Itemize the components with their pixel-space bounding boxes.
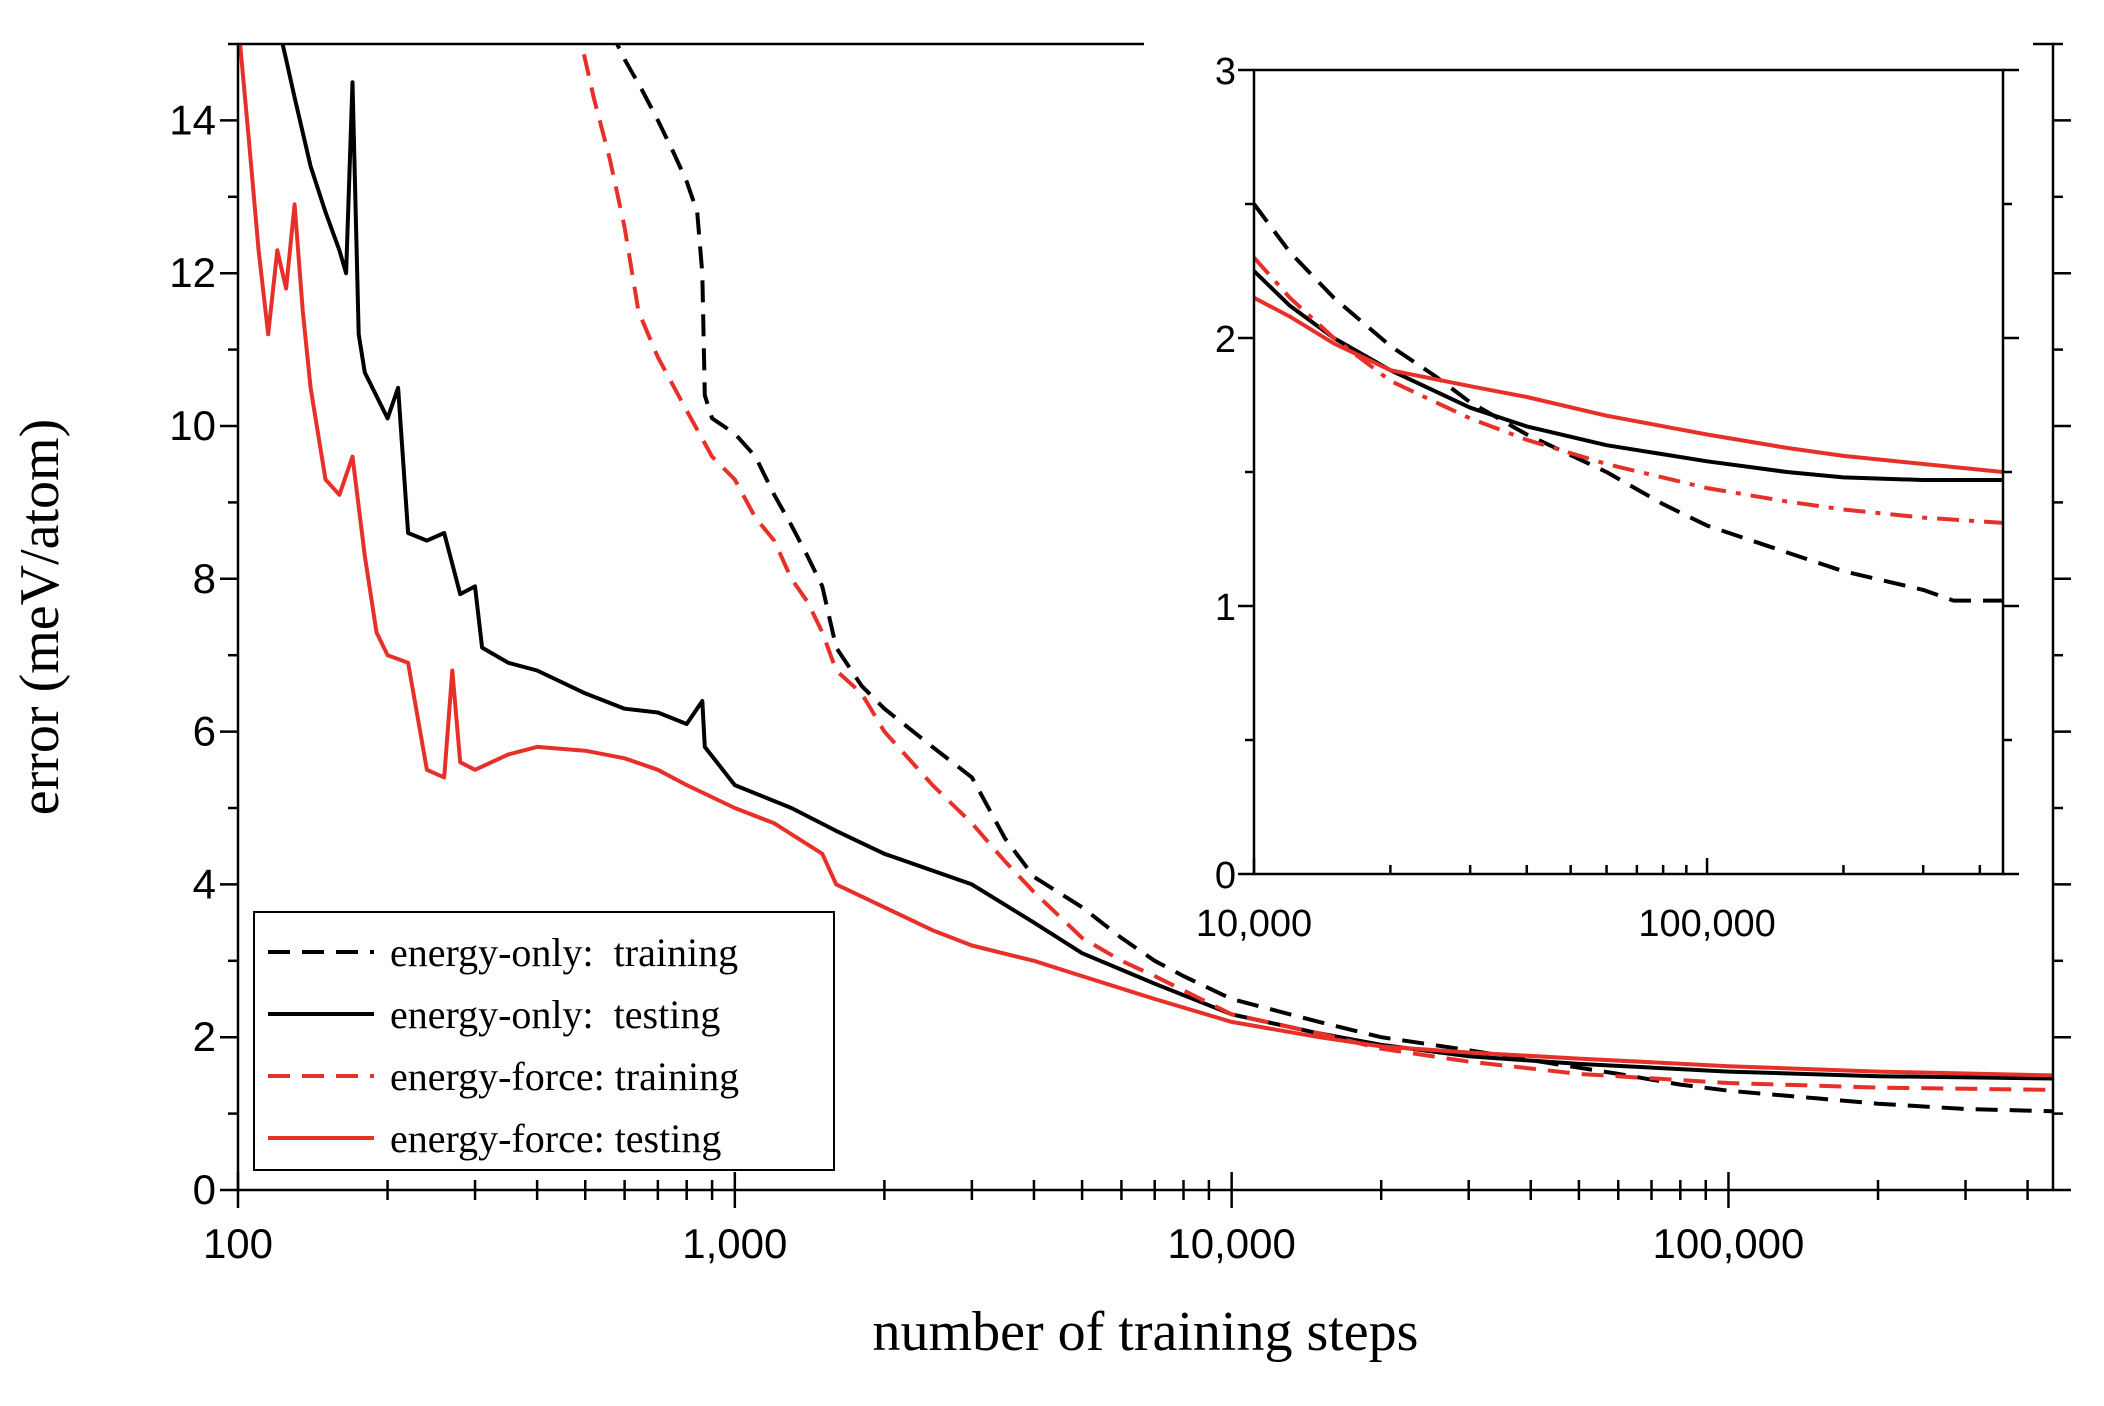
legend-label-1: energy-only: testing — [390, 992, 720, 1037]
series-group — [1254, 202, 2003, 603]
x-tick-label: 100,000 — [1638, 903, 1775, 945]
series-line-1 — [280, 44, 2053, 1081]
inset-plot: 10,000 100,000 0 1 2 3 — [1144, 30, 2033, 945]
y-tick-label: 2 — [193, 1013, 216, 1060]
series-group — [238, 44, 2053, 1114]
series-line-2 — [1254, 256, 2003, 525]
series-line-2 — [579, 44, 2053, 1092]
y-tick-label: 4 — [193, 860, 216, 907]
x-tick-label: 1,000 — [682, 1220, 787, 1267]
legend-label-2: energy-force: training — [390, 1054, 739, 1099]
x-axis-title: number of training steps — [873, 1301, 1419, 1363]
x-tick-label: 100,000 — [1653, 1220, 1805, 1267]
y-tick-label: 0 — [193, 1166, 216, 1213]
ticks — [1238, 68, 2019, 876]
y-axis-title: error (meV/atom) — [9, 419, 71, 815]
legend: energy-only: training energy-only: testin… — [253, 911, 835, 1171]
x-tick-label: 10,000 — [1196, 903, 1312, 945]
series-line-3 — [238, 44, 2053, 1078]
series-line-3 — [1254, 296, 2003, 474]
y-tick-label: 14 — [169, 96, 216, 143]
x-tick-label: 100 — [203, 1220, 273, 1267]
y-tick-label: 10 — [169, 402, 216, 449]
y-tick-label: 6 — [193, 708, 216, 755]
series-line-0 — [1254, 202, 2003, 603]
y-tick-label: 2 — [1215, 319, 1236, 361]
inset-background — [1144, 30, 2033, 944]
legend-box — [253, 911, 835, 1171]
y-tick-label: 1 — [1215, 587, 1236, 629]
legend-label-0: energy-only: training — [390, 930, 738, 975]
y-tick-label: 12 — [169, 249, 216, 296]
ticks — [220, 42, 2071, 1208]
x-tick-label: 10,000 — [1167, 1220, 1295, 1267]
legend-label-3: energy-force: testing — [390, 1116, 721, 1161]
y-tick-label: 3 — [1215, 51, 1236, 93]
y-tick-label: 0 — [1215, 855, 1236, 897]
series-line-0 — [614, 44, 2053, 1114]
y-tick-label: 8 — [193, 555, 216, 602]
